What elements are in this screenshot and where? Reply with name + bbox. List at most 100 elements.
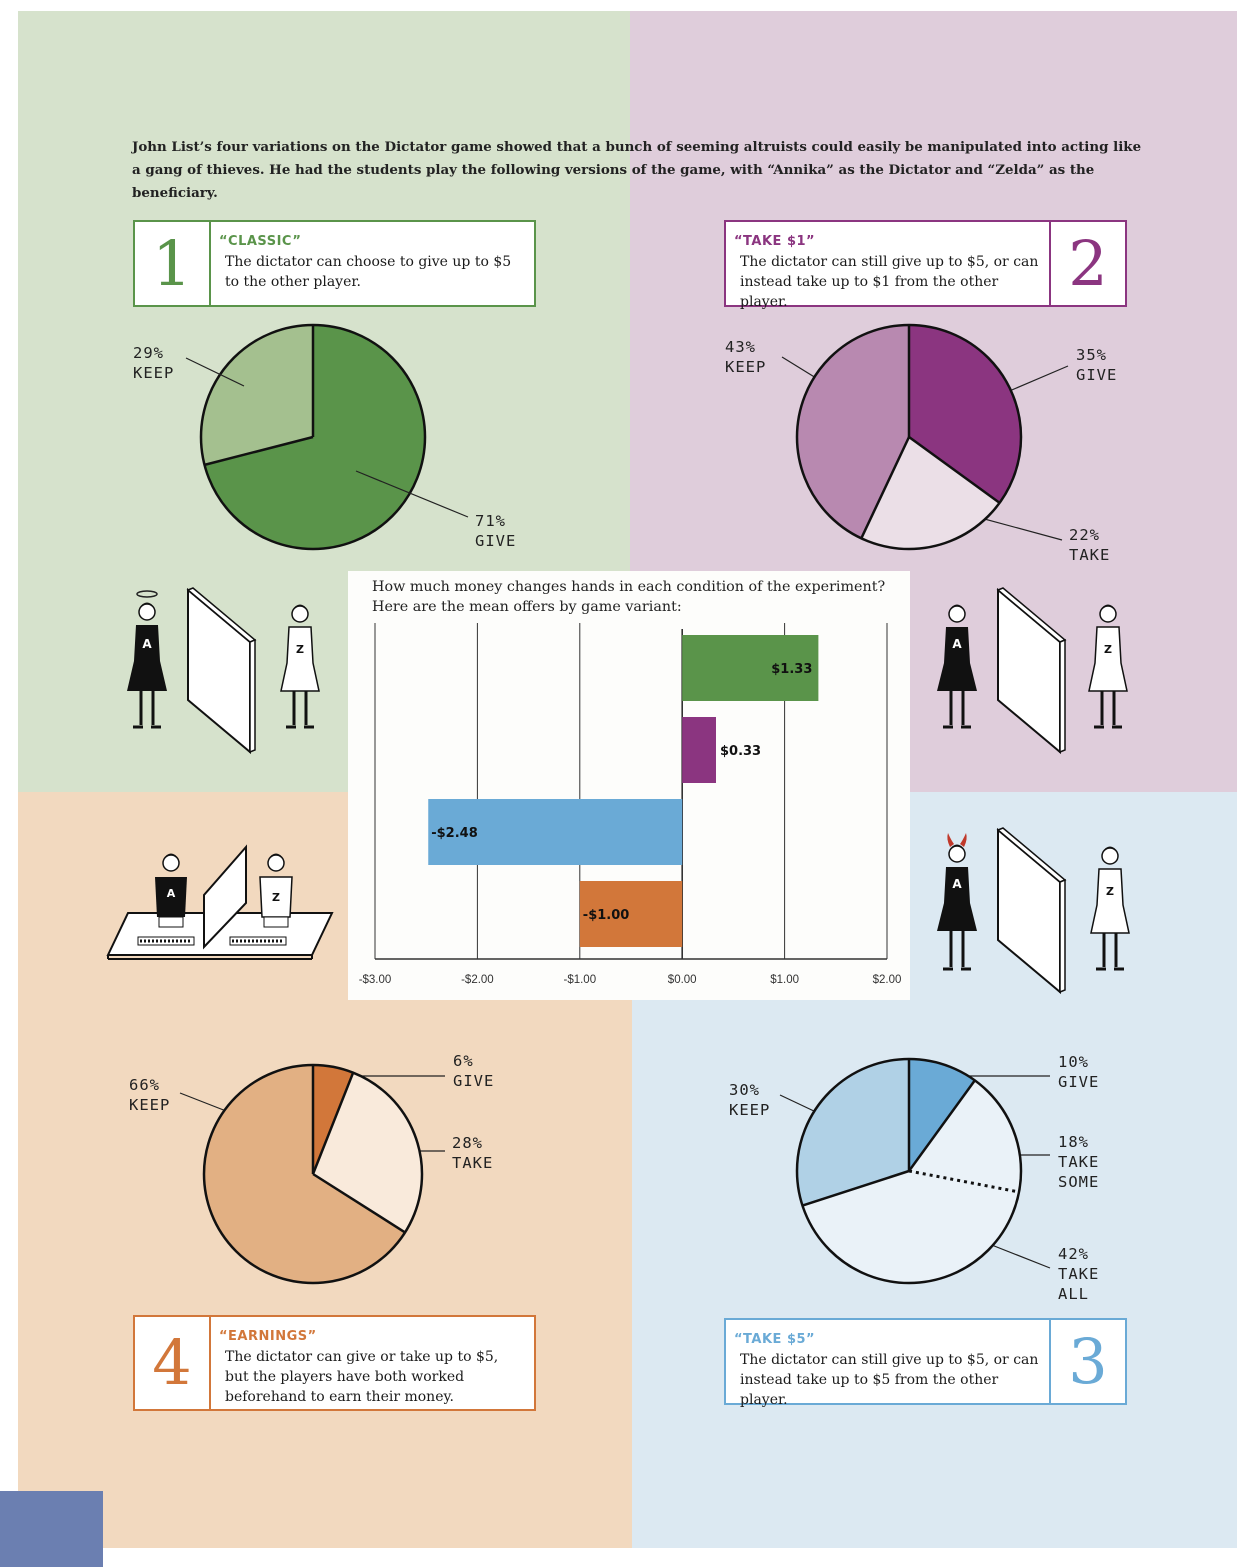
pie-chart-earnings	[202, 1063, 424, 1285]
bar	[428, 799, 683, 865]
slice-label: KEEP	[133, 364, 175, 382]
slice-label: TAKE	[452, 1154, 494, 1172]
variant-box-earnings: 4 “EARNINGS” The dictator can give or ta…	[133, 1315, 536, 1411]
variant-title: “TAKE $5”	[734, 1332, 816, 1347]
bar	[682, 635, 819, 701]
x-tick-label: $1.00	[770, 974, 799, 986]
pie-slice	[203, 1065, 406, 1283]
variant-description: The dictator can still give up to $5, or…	[740, 1352, 1039, 1408]
slice-pct: 18%	[1058, 1133, 1089, 1151]
slice-label: TAKE SOME	[1058, 1153, 1100, 1191]
devil-horns-icon	[947, 833, 967, 847]
beneficiary-letter: Z	[272, 891, 280, 904]
screen-divider-icon	[996, 587, 1067, 755]
dictator-letter: A	[952, 637, 962, 651]
slice-pct: 71%	[475, 512, 506, 530]
pie-label-take5-keep: 30% KEEP	[729, 1080, 770, 1120]
x-tick-label: -$2.00	[461, 974, 494, 986]
bar-value-label: -$2.48	[431, 826, 478, 841]
intro-text: John List’s four variations on the Dicta…	[132, 139, 1142, 201]
variant-description: The dictator can still give up to $5, or…	[740, 254, 1039, 310]
beneficiary-figure-icon: Z	[280, 604, 320, 729]
pie-label-earnings-take: 28% TAKE	[452, 1133, 493, 1173]
variant-description: The dictator can choose to give up to $5…	[225, 254, 512, 290]
slice-pct: 43%	[725, 338, 756, 356]
slice-pct: 30%	[729, 1081, 760, 1099]
x-tick-label: -$3.00	[359, 974, 392, 986]
illustration-classic: A Z	[127, 587, 320, 755]
variant-title: “TAKE $1”	[734, 234, 816, 249]
dictator-letter: A	[952, 877, 962, 891]
pie-label-take1-give: 35% GIVE	[1076, 345, 1117, 385]
illustration-take-1: A Z	[937, 587, 1128, 755]
corner-tab	[0, 1491, 103, 1567]
x-tick-label: $0.00	[668, 974, 697, 986]
slice-label: GIVE	[475, 532, 517, 550]
variant-number: 4	[135, 1317, 211, 1409]
pie-slice	[313, 1072, 422, 1233]
pie-slice-divider	[860, 436, 911, 539]
slice-label: GIVE	[1076, 366, 1118, 384]
pie-slice	[797, 325, 909, 539]
screen-divider-icon	[203, 844, 247, 950]
slice-label: TAKE	[1069, 546, 1111, 564]
bar	[682, 717, 716, 783]
screen-divider-icon	[186, 587, 257, 755]
dictator-figure-icon: A	[155, 853, 187, 928]
variant-number: 2	[1049, 222, 1125, 305]
beneficiary-figure-icon: Z	[259, 853, 293, 928]
pie-slice	[909, 1059, 975, 1171]
pie-outline	[199, 323, 427, 551]
pie-slice-divider	[802, 1169, 910, 1207]
bar-value-label: $0.33	[720, 744, 761, 759]
slice-pct: 29%	[133, 344, 164, 362]
illustration-take-5: A Z	[937, 827, 1130, 995]
pie-slice	[201, 325, 313, 465]
beneficiary-figure-icon: Z	[1088, 604, 1128, 729]
slice-label: TAKE ALL	[1058, 1265, 1100, 1303]
pie-label-earnings-keep: 66% KEEP	[129, 1075, 170, 1115]
pie-label-take5-take-all: 42% TAKE ALL	[1058, 1244, 1099, 1304]
pie-slice	[909, 1080, 1021, 1192]
bar	[579, 881, 683, 947]
illustration-earnings: A Z	[106, 844, 334, 960]
slice-label: KEEP	[725, 358, 767, 376]
pie-label-take5-give: 10% GIVE	[1058, 1052, 1099, 1092]
x-tick-label: -$1.00	[563, 974, 596, 986]
mean-offers-bar-chart: How much money changes hands in each con…	[348, 571, 910, 1000]
pie-label-earnings-give: 6% GIVE	[453, 1051, 494, 1091]
pie-chart-classic	[199, 323, 427, 551]
beneficiary-letter: Z	[1104, 643, 1112, 656]
variant-number: 1	[135, 222, 211, 305]
slice-pct: 35%	[1076, 346, 1107, 364]
slice-label: GIVE	[1058, 1073, 1100, 1091]
variant-number: 3	[1049, 1320, 1125, 1403]
slice-pct: 22%	[1069, 526, 1100, 544]
slice-pct: 10%	[1058, 1053, 1089, 1071]
pie-label-take1-keep: 43% KEEP	[725, 337, 766, 377]
slice-pct: 42%	[1058, 1245, 1089, 1263]
x-tick-label: $2.00	[873, 974, 902, 986]
slice-label: GIVE	[453, 1072, 495, 1090]
variant-box-take-5: “TAKE $5” The dictator can still give up…	[724, 1318, 1127, 1408]
dictator-figure-icon: A	[937, 844, 977, 971]
bar-chart-plot: -$3.00 -$2.00 -$1.00 $0.00 $1.00 $2.00 $1.33 $0…	[359, 623, 902, 986]
pie-slice-divider	[204, 435, 314, 467]
variant-description: The dictator can give or take up to $5, …	[225, 1349, 499, 1405]
pie-slice-divider	[908, 435, 1001, 504]
variant-title: “EARNINGS”	[219, 1329, 317, 1344]
keyboard-icon	[137, 936, 287, 946]
variant-box-take-1: “TAKE $1” The dictator can still give up…	[724, 220, 1127, 310]
pie-label-classic-give: 71% GIVE	[475, 511, 516, 551]
pie-chart-take-1	[795, 323, 1023, 551]
beneficiary-figure-icon: Z	[1090, 846, 1130, 971]
dictator-figure-icon: A	[127, 602, 167, 729]
pie-outline	[795, 1057, 1023, 1285]
beneficiary-letter: Z	[1106, 885, 1114, 898]
bar-value-label: $1.33	[771, 662, 812, 677]
screen-divider-icon	[996, 827, 1067, 995]
dictator-letter: A	[142, 637, 152, 651]
slice-pct: 28%	[452, 1134, 483, 1152]
pie-slice-divider	[311, 1072, 355, 1175]
slice-pct: 66%	[129, 1076, 160, 1094]
